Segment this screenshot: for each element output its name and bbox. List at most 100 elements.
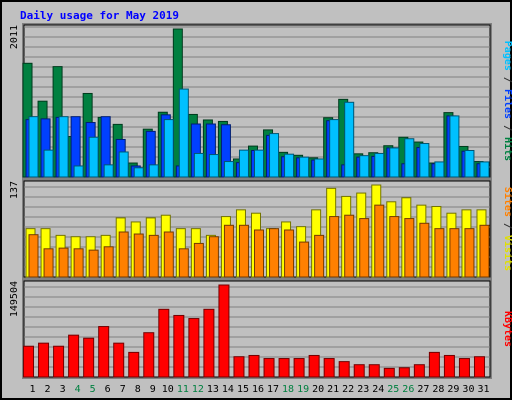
x-tick-label: 25: [387, 384, 399, 395]
bar-pages-30: [464, 150, 475, 178]
bar-pages-4: [73, 165, 84, 178]
bar-kbytes-9: [143, 332, 155, 378]
x-tick-label: 22: [342, 384, 354, 395]
bar-sites-14: [223, 224, 234, 278]
bar-kbytes-31: [473, 356, 485, 378]
bar-kbytes-6: [98, 326, 110, 378]
bar-pages-20: [314, 158, 325, 178]
bar-pages-10: [163, 119, 174, 178]
bar-kbytes-19: [293, 358, 305, 378]
panel-max-label: 149504: [9, 281, 20, 317]
x-tick-label: 28: [432, 384, 444, 395]
x-tick-label: 16: [252, 384, 264, 395]
bar-sites-11: [178, 248, 189, 278]
bar-kbytes-28: [428, 351, 440, 378]
bar-sites-3: [58, 247, 69, 278]
bar-sites-8: [133, 233, 144, 278]
panel-legend: Sites / Visits: [502, 187, 512, 271]
bar-kbytes-16: [248, 354, 260, 378]
bar-kbytes-17: [263, 358, 275, 378]
bar-pages-29: [449, 115, 460, 178]
panel-legend: Pages / Files / Hits: [502, 41, 512, 161]
x-tick-label: 9: [150, 384, 156, 395]
bar-kbytes-14: [218, 284, 230, 378]
bar-sites-25: [389, 216, 400, 278]
x-tick-label: 15: [237, 384, 249, 395]
x-tick-label: 14: [222, 384, 234, 395]
bar-sites-5: [88, 249, 99, 278]
bar-pages-9: [148, 164, 159, 178]
bar-kbytes-18: [278, 358, 290, 378]
x-tick-label: 24: [372, 384, 384, 395]
bar-sites-31: [479, 224, 490, 278]
bar-kbytes-11: [173, 314, 185, 378]
bar-pages-22: [344, 101, 355, 178]
bar-sites-4: [73, 248, 84, 278]
x-tick-label: 2: [45, 384, 51, 395]
bar-sites-27: [419, 222, 430, 278]
panel-1: 2011 Pages / Files / Hits: [9, 23, 512, 179]
bar-pages-18: [284, 153, 295, 178]
bar-kbytes-13: [203, 308, 215, 378]
bar-kbytes-3: [53, 345, 65, 378]
x-tick-label: 10: [162, 384, 174, 395]
bar-pages-27: [419, 143, 430, 178]
bar-sites-22: [344, 214, 355, 278]
x-tick-label: 1: [30, 384, 36, 395]
bar-sites-7: [118, 231, 129, 278]
x-tick-label: 4: [75, 384, 81, 395]
x-tick-label: 8: [135, 384, 141, 395]
bar-sites-23: [359, 218, 370, 278]
bar-sites-16: [254, 229, 264, 278]
bar-sites-1: [28, 234, 39, 278]
bar-kbytes-5: [83, 337, 95, 378]
bar-pages-15: [238, 149, 249, 178]
bar-pages-26: [404, 138, 415, 178]
bar-sites-30: [464, 228, 475, 278]
bar-kbytes-12: [188, 318, 200, 378]
bar-pages-5: [88, 136, 99, 178]
bar-pages-21: [329, 119, 340, 178]
bar-kbytes-8: [128, 351, 140, 378]
bar-pages-13: [208, 154, 219, 178]
bar-sites-6: [103, 246, 114, 278]
bar-pages-3: [58, 116, 69, 178]
bar-pages-16: [254, 149, 264, 178]
bar-kbytes-1: [23, 345, 35, 378]
x-tick-label: 20: [312, 384, 324, 395]
bar-sites-10: [163, 231, 174, 278]
legend-entry: Hits: [502, 137, 512, 161]
x-tick-label: 13: [207, 384, 219, 395]
bar-kbytes-30: [458, 358, 470, 378]
bar-kbytes-22: [338, 361, 350, 378]
bar-pages-19: [299, 156, 310, 178]
bar-sites-19: [299, 241, 310, 278]
legend-entry: KBytes: [502, 311, 512, 347]
x-tick-label: 5: [90, 384, 96, 395]
bar-sites-2: [43, 248, 54, 278]
legend-entry: Files: [502, 89, 512, 119]
bar-sites-17: [269, 228, 280, 278]
x-tick-label: 31: [477, 384, 489, 395]
bar-kbytes-27: [413, 364, 425, 378]
bar-kbytes-25: [383, 367, 395, 378]
bar-kbytes-10: [158, 308, 170, 378]
panel-2: 137 Sites / Visits: [9, 179, 512, 279]
x-tick-label: 17: [267, 384, 279, 395]
bar-pages-17: [269, 133, 280, 178]
bar-pages-1: [28, 116, 39, 178]
bar-sites-15: [238, 224, 249, 278]
x-tick-label: 3: [60, 384, 66, 395]
x-tick-label: 27: [417, 384, 429, 395]
bar-pages-2: [43, 149, 54, 178]
x-tick-label: 30: [462, 384, 474, 395]
bar-pages-7: [118, 151, 129, 178]
bar-pages-24: [374, 152, 385, 178]
bar-sites-20: [314, 234, 325, 278]
bar-kbytes-26: [398, 367, 410, 378]
x-tick-label: 29: [447, 384, 459, 395]
x-tick-label: 19: [297, 384, 309, 395]
x-tick-label: 23: [357, 384, 369, 395]
legend-entry: Pages: [502, 41, 512, 71]
